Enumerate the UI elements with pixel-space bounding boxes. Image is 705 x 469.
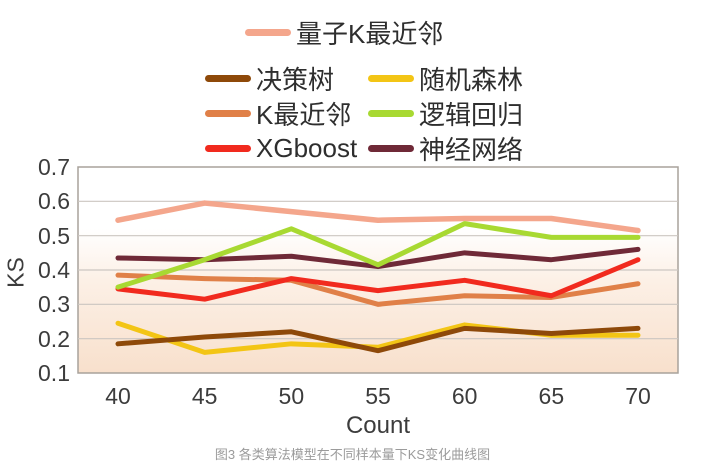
series-line-quantum-knn (115, 200, 641, 234)
legend-label: 决策树 (256, 65, 335, 95)
y-tick-label: 0.4 (38, 257, 70, 283)
legend-label: K最近邻 (256, 100, 352, 130)
y-tick-label: 0.2 (38, 325, 70, 352)
legend-swatch-neural-network (368, 145, 414, 152)
legend-item-xgboost: XGboost (205, 133, 368, 164)
legend-swatch-logistic-regression (368, 110, 414, 117)
legend-row-2: 决策树 随机森林 (205, 60, 523, 95)
legend-row-3: K最近邻 逻辑回归 (205, 95, 523, 130)
legend-swatch-xgboost (205, 145, 251, 152)
legend-label: 量子K最近邻 (296, 18, 444, 49)
series-line-decision-tree (115, 325, 641, 354)
y-axis-title: KS (2, 257, 29, 288)
y-tick-label: 0.7 (38, 154, 70, 180)
x-tick-label: 45 (191, 383, 218, 409)
y-tick-label: 0.6 (38, 188, 70, 215)
figure-caption: 图3 各类算法模型在不同样本量下KS变化曲线图 (214, 447, 491, 462)
x-tick-label: 65 (538, 383, 565, 409)
x-tick-label: 60 (451, 383, 478, 409)
legend-item-decision-tree: 决策树 (205, 60, 368, 97)
y-tick-label: 0.1 (38, 360, 70, 386)
legend-label: 随机森林 (419, 65, 524, 95)
x-tick-label: 55 (365, 383, 391, 409)
series-line-xgboost (115, 257, 641, 302)
legend-item-neural-network: 神经网络 (368, 130, 523, 167)
x-tick-label: 50 (278, 383, 305, 409)
legend-swatch-knn (205, 110, 251, 117)
series-line-logistic-regression (115, 221, 641, 290)
legend-label: 逻辑回归 (419, 100, 524, 130)
legend-label: 神经网络 (419, 135, 524, 165)
legend-item-random-forest: 随机森林 (368, 60, 523, 97)
legend-swatch-quantum-knn (245, 28, 291, 36)
legend-item-knn: K最近邻 (205, 95, 368, 132)
x-axis-title: Count (345, 412, 411, 439)
legend-row-1: 量子K最近邻 (245, 17, 443, 49)
y-tick-label: 0.5 (38, 222, 70, 249)
legend-label: XGboost (256, 133, 358, 163)
legend-swatch-random-forest (368, 75, 414, 82)
legend-swatch-decision-tree (205, 75, 251, 82)
x-tick-label: 70 (625, 383, 651, 409)
legend-item-logistic-regression: 逻辑回归 (368, 95, 523, 132)
x-tick-label: 40 (105, 383, 131, 409)
y-tick-label: 0.3 (38, 291, 70, 318)
legend-item-quantum-knn: 量子K最近邻 (245, 14, 443, 51)
legend-row-4: XGboost 神经网络 (205, 130, 523, 165)
